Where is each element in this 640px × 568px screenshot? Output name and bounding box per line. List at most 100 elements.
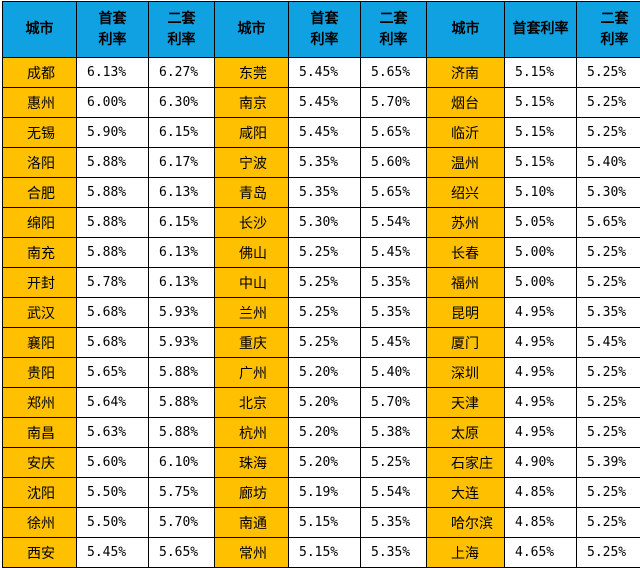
first-rate-cell: 5.78% xyxy=(77,268,149,298)
city-cell: 大连 xyxy=(427,478,505,508)
second-rate-cell: 6.30% xyxy=(149,88,215,118)
first-rate-cell: 5.90% xyxy=(77,118,149,148)
second-rate-cell: 5.25% xyxy=(361,448,427,478)
second-rate-cell: 5.88% xyxy=(149,418,215,448)
first-rate-cell: 4.95% xyxy=(505,358,577,388)
first-rate-cell: 5.88% xyxy=(77,238,149,268)
city-cell: 开封 xyxy=(3,268,77,298)
city-cell: 杭州 xyxy=(215,418,289,448)
second-rate-cell: 6.15% xyxy=(149,118,215,148)
second-rate-cell: 5.70% xyxy=(149,508,215,538)
second-rate-cell: 5.35% xyxy=(577,298,640,328)
first-rate-cell: 4.85% xyxy=(505,478,577,508)
city-cell: 长春 xyxy=(427,238,505,268)
city-cell: 昆明 xyxy=(427,298,505,328)
second-rate-cell: 5.40% xyxy=(361,358,427,388)
second-rate-cell: 5.65% xyxy=(149,538,215,568)
city-cell: 徐州 xyxy=(3,508,77,538)
first-rate-cell: 5.45% xyxy=(77,538,149,568)
first-rate-cell: 5.15% xyxy=(505,58,577,88)
first-rate-cell: 5.25% xyxy=(289,238,361,268)
second-rate-cell: 5.93% xyxy=(149,298,215,328)
city-cell: 郑州 xyxy=(3,388,77,418)
city-cell: 襄阳 xyxy=(3,328,77,358)
second-rate-cell: 5.65% xyxy=(577,208,640,238)
second-rate-cell: 6.10% xyxy=(149,448,215,478)
header-city-2: 城市 xyxy=(215,2,289,58)
second-rate-cell: 5.35% xyxy=(361,538,427,568)
second-rate-cell: 5.45% xyxy=(361,238,427,268)
first-rate-cell: 5.15% xyxy=(289,538,361,568)
city-cell: 绍兴 xyxy=(427,178,505,208)
city-cell: 合肥 xyxy=(3,178,77,208)
second-rate-cell: 5.54% xyxy=(361,478,427,508)
second-rate-cell: 5.65% xyxy=(361,178,427,208)
city-cell: 济南 xyxy=(427,58,505,88)
city-cell: 沈阳 xyxy=(3,478,77,508)
second-rate-cell: 5.25% xyxy=(577,358,640,388)
first-rate-cell: 5.45% xyxy=(289,58,361,88)
second-rate-cell: 5.75% xyxy=(149,478,215,508)
city-cell: 贵阳 xyxy=(3,358,77,388)
city-cell: 重庆 xyxy=(215,328,289,358)
city-cell: 天津 xyxy=(427,388,505,418)
second-rate-cell: 5.45% xyxy=(577,328,640,358)
second-rate-cell: 5.88% xyxy=(149,388,215,418)
first-rate-cell: 5.35% xyxy=(289,178,361,208)
city-cell: 太原 xyxy=(427,418,505,448)
header-row: 城市首套 利率二套 利率城市首套 利率二套 利率城市首套利率二套 利率 xyxy=(3,2,640,58)
second-rate-cell: 5.40% xyxy=(577,148,640,178)
city-cell: 福州 xyxy=(427,268,505,298)
city-cell: 北京 xyxy=(215,388,289,418)
city-cell: 佛山 xyxy=(215,238,289,268)
city-cell: 石家庄 xyxy=(427,448,505,478)
city-cell: 东莞 xyxy=(215,58,289,88)
second-rate-cell: 5.54% xyxy=(361,208,427,238)
first-rate-cell: 4.95% xyxy=(505,328,577,358)
city-cell: 深圳 xyxy=(427,358,505,388)
first-rate-cell: 5.25% xyxy=(289,298,361,328)
first-rate-cell: 5.15% xyxy=(505,118,577,148)
first-rate-cell: 5.20% xyxy=(289,448,361,478)
city-cell: 无锡 xyxy=(3,118,77,148)
header-city-3: 城市 xyxy=(427,2,505,58)
first-rate-cell: 5.15% xyxy=(289,508,361,538)
second-rate-cell: 5.25% xyxy=(577,418,640,448)
second-rate-cell: 5.25% xyxy=(577,88,640,118)
city-cell: 洛阳 xyxy=(3,148,77,178)
first-rate-cell: 5.35% xyxy=(289,148,361,178)
header-city-1: 城市 xyxy=(3,2,77,58)
second-rate-cell: 5.25% xyxy=(577,58,640,88)
second-rate-cell: 6.27% xyxy=(149,58,215,88)
city-cell: 哈尔滨 xyxy=(427,508,505,538)
city-cell: 临沂 xyxy=(427,118,505,148)
first-rate-cell: 5.50% xyxy=(77,478,149,508)
header-second-rate-1: 二套 利率 xyxy=(149,2,215,58)
second-rate-cell: 5.60% xyxy=(361,148,427,178)
header-second-rate-3: 二套 利率 xyxy=(577,2,640,58)
first-rate-cell: 5.15% xyxy=(505,148,577,178)
city-cell: 中山 xyxy=(215,268,289,298)
first-rate-cell: 5.63% xyxy=(77,418,149,448)
city-cell: 青岛 xyxy=(215,178,289,208)
city-cell: 惠州 xyxy=(3,88,77,118)
second-rate-cell: 6.13% xyxy=(149,178,215,208)
city-cell: 绵阳 xyxy=(3,208,77,238)
city-cell: 广州 xyxy=(215,358,289,388)
city-cell: 南昌 xyxy=(3,418,77,448)
first-rate-cell: 5.88% xyxy=(77,178,149,208)
header-first-rate-2: 首套 利率 xyxy=(289,2,361,58)
first-rate-cell: 5.00% xyxy=(505,238,577,268)
second-rate-cell: 5.25% xyxy=(577,538,640,568)
